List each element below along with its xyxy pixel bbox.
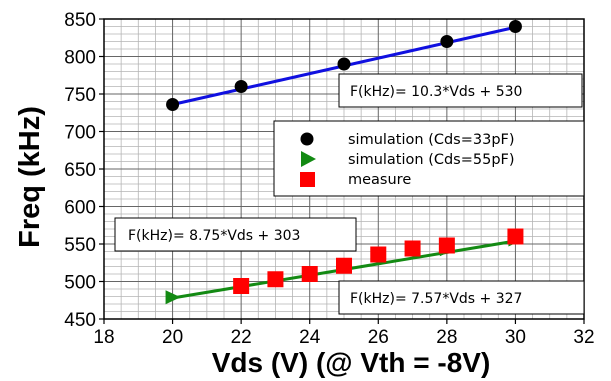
- annotation-text: F(kHz)= 7.57*Vds + 327: [350, 291, 522, 307]
- y-tick-labels: 450 500 550 600 650 700 750 800 850: [64, 10, 104, 331]
- data-point-measure: [301, 266, 318, 282]
- x-tick-labels: 18 20 22 24 26 28 30 32: [93, 319, 595, 348]
- legend-marker-sim55: [301, 151, 316, 167]
- annotation-sim33-equation: F(kHz)= 10.3*Vds + 530: [338, 73, 583, 108]
- data-point-measure: [438, 237, 455, 254]
- data-markers: [165, 20, 524, 305]
- data-point-measure: [370, 246, 387, 263]
- legend-label-sim33: simulation (Cds=33pF): [348, 132, 515, 148]
- x-tick-label: 28: [436, 327, 457, 348]
- annotation-measure-equation: F(kHz)= 8.75*Vds + 303: [114, 217, 357, 252]
- y-tick-label: 750: [64, 85, 96, 106]
- legend-marker-measure: [300, 172, 315, 187]
- y-tick-label: 850: [64, 10, 96, 31]
- data-point-simulation-55pf: [165, 290, 181, 305]
- y-tick-label: 650: [64, 160, 96, 181]
- data-point-measure: [336, 257, 352, 274]
- y-tick-label: 500: [64, 273, 96, 294]
- data-point-simulation-33pf: [337, 57, 351, 71]
- legend-label-sim55: simulation (Cds=55pF): [348, 152, 515, 168]
- x-tick-label: 22: [231, 327, 252, 348]
- y-tick-label: 700: [64, 123, 96, 144]
- annotation-sim55-equation: F(kHz)= 7.57*Vds + 327: [338, 280, 585, 315]
- data-point-simulation-33pf: [166, 98, 180, 111]
- x-axis-title: Vds (V) (@ Vth = -8V): [212, 347, 491, 378]
- y-tick-label: 800: [64, 48, 96, 69]
- y-tick-label: 450: [64, 310, 96, 331]
- y-tick-label: 550: [64, 235, 96, 256]
- annotation-text: F(kHz)= 10.3*Vds + 530: [350, 84, 522, 100]
- y-axis-title: Freq (kHz): [14, 106, 46, 248]
- x-tick-label: 32: [573, 327, 594, 348]
- legend-label-measure: measure: [348, 172, 411, 188]
- legend-marker-sim33: [300, 132, 314, 146]
- data-point-simulation-33pf: [234, 80, 248, 93]
- x-tick-label: 20: [162, 327, 183, 348]
- data-point-simulation-33pf: [440, 35, 454, 48]
- x-tick-label: 30: [505, 327, 526, 348]
- data-point-measure: [404, 240, 421, 257]
- data-point-simulation-33pf: [508, 20, 522, 33]
- data-point-measure: [507, 228, 524, 245]
- y-tick-label: 600: [64, 198, 96, 219]
- data-point-measure: [267, 271, 284, 288]
- legend: simulation (Cds=33pF) simulation (Cds=55…: [273, 120, 585, 197]
- x-tick-label: 26: [368, 327, 389, 348]
- annotation-text: F(kHz)= 8.75*Vds + 303: [128, 228, 300, 244]
- x-tick-label: 24: [299, 327, 321, 348]
- data-point-measure: [233, 278, 250, 294]
- x-tick-label: 18: [93, 327, 114, 348]
